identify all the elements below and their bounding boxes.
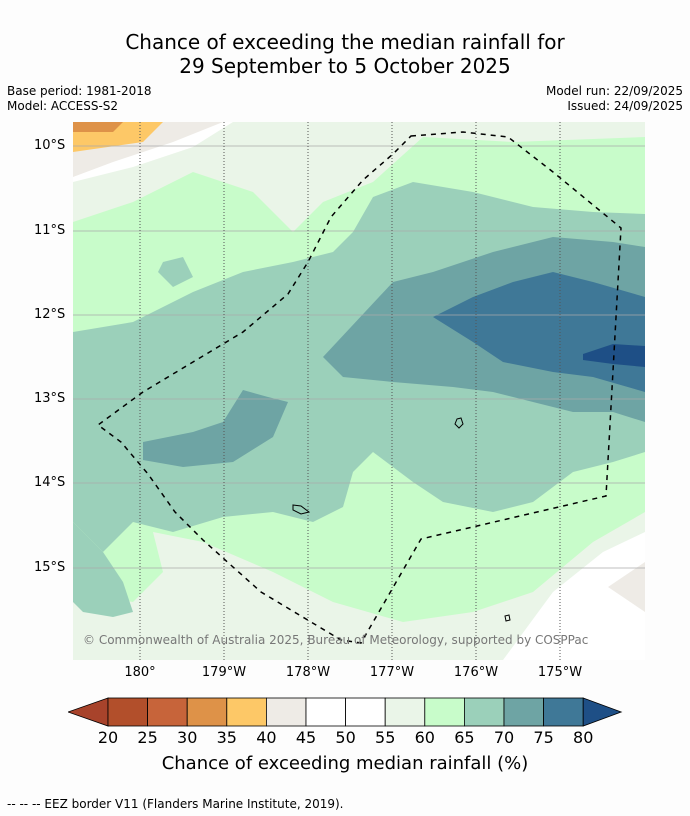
lon-label: 179°W — [201, 665, 247, 680]
lon-label: 178°W — [285, 665, 331, 680]
map-title: Chance of exceeding the median rainfall … — [0, 30, 690, 78]
colorbar-cell — [186, 697, 228, 727]
colorbar-arrow-high — [582, 697, 623, 727]
lat-label: 15°S — [34, 560, 66, 575]
colorbar-cell — [384, 697, 426, 727]
colorbar-tick-label: 75 — [533, 728, 554, 747]
map-canvas — [73, 122, 645, 660]
lat-label: 11°S — [34, 223, 66, 238]
colorbar-tick-label: 30 — [177, 728, 198, 747]
colorbar-tick-label: 25 — [137, 728, 158, 747]
title-line-2: 29 September to 5 October 2025 — [179, 54, 511, 78]
model-run: Model run: 22/09/2025 — [545, 84, 683, 98]
model-name: Model: ACCESS-S2 — [7, 99, 119, 113]
base-period: Base period: 1981-2018 — [7, 84, 152, 98]
colorbar-tick-label: 55 — [375, 728, 396, 747]
colorbar-tick-label: 70 — [493, 728, 515, 747]
colorbar-tick-label: 40 — [256, 728, 277, 747]
lon-label: 180° — [124, 665, 156, 680]
colorbar-cell — [345, 697, 386, 727]
colorbar-tick-label: 60 — [414, 728, 435, 747]
colorbar-cell — [424, 697, 465, 727]
title-line-1: Chance of exceeding the median rainfall … — [125, 30, 565, 54]
copyright-notice: © Commonwealth of Australia 2025, Bureau… — [83, 633, 589, 647]
colorbar-title: Chance of exceeding median rainfall (%) — [161, 753, 529, 774]
colorbar-cell — [107, 697, 148, 727]
colorbar-cell — [147, 697, 188, 727]
colorbar-tick-label: 20 — [97, 728, 119, 747]
colorbar-cell — [305, 697, 346, 727]
colorbar-cell — [226, 697, 267, 727]
lat-label: 12°S — [34, 307, 66, 322]
colorbar-tick-label: 45 — [295, 728, 317, 747]
meta-left: Base period: 1981-2018 Model: ACCESS-S2 — [7, 84, 152, 114]
colorbar-arrow-low — [68, 697, 109, 727]
colorbar-tick-label: 50 — [335, 728, 356, 747]
lon-label: 175°W — [537, 665, 583, 680]
rainfall-map — [73, 122, 645, 660]
colorbar-cell — [463, 697, 505, 727]
colorbar-tick-label: 65 — [454, 728, 475, 747]
lat-label: 14°S — [34, 475, 66, 490]
lon-label: 176°W — [453, 665, 499, 680]
colorbar-cell — [503, 697, 544, 727]
lat-label: 10°S — [34, 138, 66, 153]
issued-date: Issued: 24/09/2025 — [567, 99, 683, 113]
lon-label: 177°W — [369, 665, 415, 680]
meta-right: Model run: 22/09/2025 Issued: 24/09/2025 — [546, 84, 683, 114]
eez-footnote: -- -- -- EEZ border V11 (Flanders Marine… — [7, 797, 344, 811]
colorbar-cell — [543, 697, 584, 727]
lat-label: 13°S — [34, 391, 66, 406]
colorbar-tick-label: 80 — [573, 728, 594, 747]
colorbar-cell — [265, 697, 307, 727]
colorbar-tick-label: 35 — [216, 728, 237, 747]
colorbar — [68, 697, 623, 727]
